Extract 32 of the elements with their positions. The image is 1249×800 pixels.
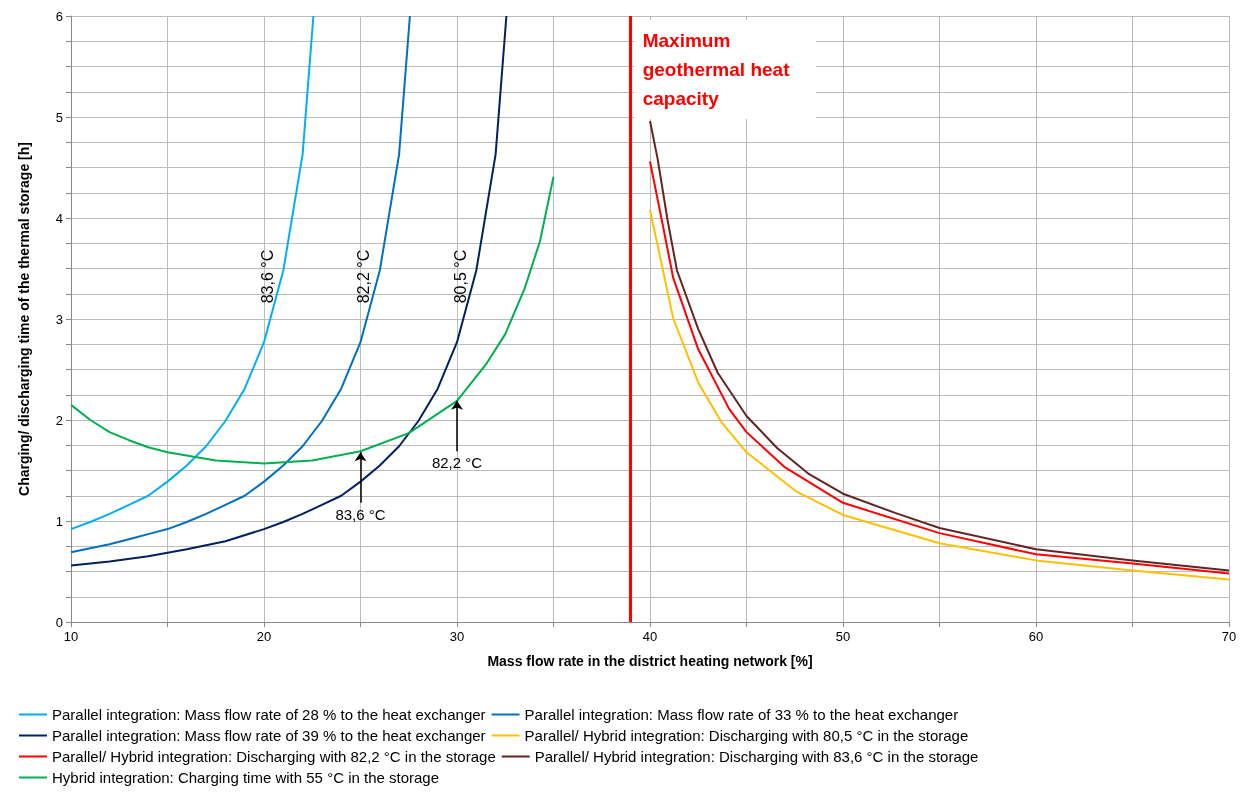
annotation: 80,5 °C — [451, 249, 469, 304]
x-tick-label: 20 — [256, 629, 272, 644]
y-tick-label: 4 — [55, 210, 63, 226]
y-tick-label: 1 — [55, 513, 63, 529]
x-tick-label: 50 — [835, 629, 851, 644]
line-series — [70, 15, 411, 554]
x-tick-label: 10 — [63, 629, 79, 644]
legend-label: Parallel integration: Mass flow rate of 39 % to the heat exchanger — [52, 727, 486, 744]
x-tick-label: 70 — [1221, 629, 1237, 644]
legend-label: Parallel integration: Mass flow rate of 33 % to the heat exchanger — [524, 706, 959, 723]
y-tick-label: 2 — [55, 412, 63, 428]
y-tick-label: 6 — [55, 8, 63, 24]
line-series — [70, 15, 508, 567]
x-axis-title: Mass flow rate in the district heating network [%] — [487, 653, 813, 669]
line-series — [70, 15, 315, 531]
y-tick-label: 0 — [55, 614, 63, 630]
x-tick-label: 30 — [449, 629, 465, 644]
legend-label: Parallel integration: Mass flow rate of 28 % to the heat exchanger — [52, 706, 486, 723]
y-axis-title: Charging/ discharging time of the thermal storage [h] — [16, 142, 32, 496]
x-tick-label: 60 — [1028, 629, 1044, 644]
ref-line-label: Maximum geothermal heat capacity — [642, 30, 795, 109]
annotation: 82,2 °C — [355, 249, 373, 304]
x-tick-label: 40 — [642, 629, 658, 644]
legend-label: Hybrid integration: Charging time with 55 °C in the storage — [52, 769, 440, 786]
annotation: 83,6 °C — [258, 249, 276, 304]
annotation: 83,6 °C — [335, 505, 386, 523]
legend-label: Parallel/ Hybrid integration: Discharging with 82,2 °C in the storage — [52, 748, 496, 765]
legend-label: Parallel/ Hybrid integration: Discharging with 80,5 °C in the storage — [524, 727, 969, 744]
annotation: 82,2 °C — [431, 454, 483, 472]
y-tick-label: 5 — [55, 109, 63, 125]
y-tick-label: 3 — [55, 311, 63, 327]
legend-label: Parallel/ Hybrid integration: Discharging with 83,6 °C in the storage — [534, 748, 979, 765]
